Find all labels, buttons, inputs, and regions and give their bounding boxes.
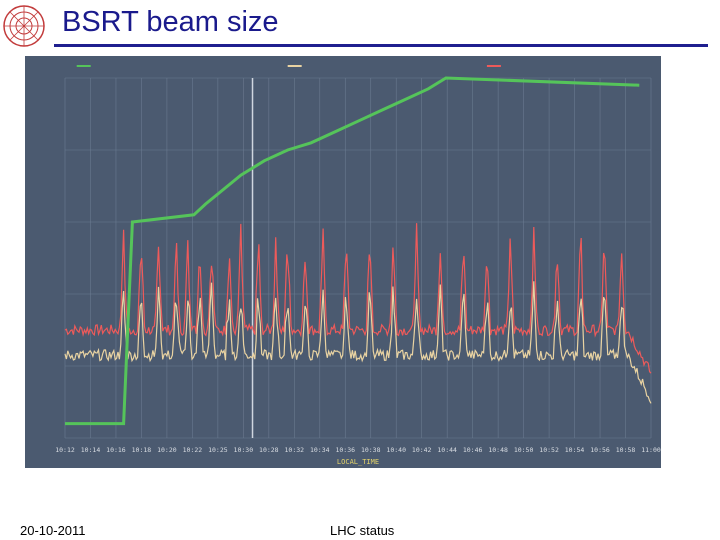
slide-title: BSRT beam size [62, 6, 279, 38]
x-tick-label: 10:54 [565, 446, 585, 454]
x-tick-label: 11:00 [641, 446, 661, 454]
x-axis-label: LOCAL_TIME [337, 458, 379, 466]
title-divider [54, 44, 708, 47]
x-tick-label: 10:14 [81, 446, 101, 454]
x-tick-label: 10:16 [106, 446, 126, 454]
footer-center: LHC status [330, 523, 395, 538]
energy-series-line [65, 76, 640, 426]
x-tick-label: 10:20 [157, 446, 177, 454]
x-tick-label: 10:32 [285, 446, 305, 454]
x-tick-label: 10:25 [208, 446, 228, 454]
sigma-v-series-line [64, 223, 652, 374]
plot-background [25, 56, 661, 468]
x-tick-label: 10:50 [514, 446, 534, 454]
cern-logo-icon [3, 5, 45, 47]
x-tick-label: 10:44 [437, 446, 457, 454]
sigma-h-series-line [64, 281, 652, 404]
footer-date: 20-10-2011 [20, 523, 86, 538]
x-tick-label: 10:30 [234, 446, 254, 454]
x-tick-label: 10:18 [132, 446, 152, 454]
x-tick-label: 10:56 [590, 446, 610, 454]
x-tick-label: 10:22 [183, 446, 203, 454]
bsrt-chart: 10:12 10:14 10:16 10:18 10:20 10:22 10:25 10:30… [25, 56, 661, 468]
x-tick-label: 10:58 [616, 446, 636, 454]
chart-container: 10:12 10:14 10:16 10:18 10:20 10:22 10:25 10:30… [25, 56, 661, 468]
x-tick-label: 10:46 [463, 446, 483, 454]
x-tick-label: 10:38 [361, 446, 381, 454]
x-tick-label: 10:52 [539, 446, 559, 454]
x-tick-label: 10:40 [386, 446, 406, 454]
x-tick-label: 10:28 [259, 446, 279, 454]
x-tick-label: 10:42 [412, 446, 432, 454]
x-tick-label: 10:48 [488, 446, 508, 454]
x-tick-label: 10:34 [310, 446, 330, 454]
x-tick-label: 10:12 [55, 446, 75, 454]
x-tick-label: 10:36 [335, 446, 355, 454]
